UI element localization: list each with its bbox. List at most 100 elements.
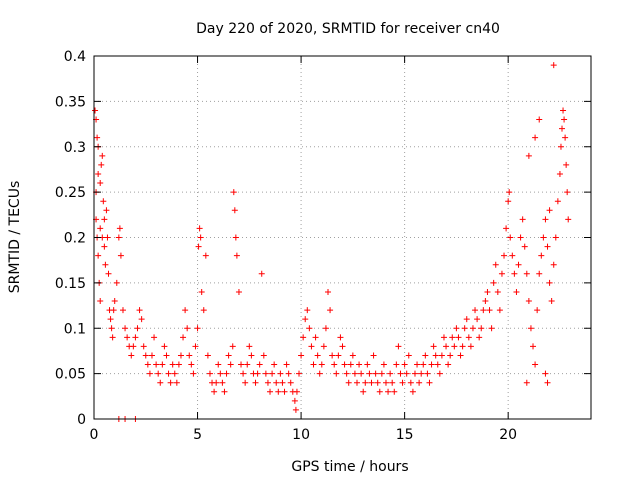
data-point	[554, 198, 561, 205]
data-point	[447, 352, 454, 359]
data-point	[293, 388, 300, 395]
data-point	[546, 207, 553, 214]
data-point	[92, 107, 99, 114]
data-point	[405, 352, 412, 359]
data-point	[517, 234, 524, 241]
y-axis-label: SRMTID / TECUs	[7, 181, 23, 294]
data-point	[484, 288, 491, 295]
data-point	[240, 370, 247, 377]
data-point	[101, 243, 108, 250]
data-point	[498, 270, 505, 277]
x-axis-label: GPS time / hours	[291, 459, 408, 475]
data-point	[262, 370, 269, 377]
data-point	[117, 252, 124, 259]
data-point	[474, 316, 481, 323]
data-point	[416, 379, 423, 386]
y-tick-label: 0.15	[55, 276, 86, 292]
data-point	[132, 334, 139, 341]
data-point	[459, 343, 466, 350]
data-point	[248, 352, 255, 359]
data-point	[298, 352, 305, 359]
data-point	[552, 234, 559, 241]
data-point	[389, 379, 396, 386]
data-point	[507, 234, 514, 241]
data-point	[480, 307, 487, 314]
data-point	[511, 270, 518, 277]
data-point	[463, 316, 470, 323]
data-point	[451, 343, 458, 350]
data-point	[469, 325, 476, 332]
data-point	[490, 279, 497, 286]
data-point	[260, 352, 267, 359]
data-point	[351, 370, 358, 377]
y-tick-label: 0	[77, 412, 86, 428]
data-point	[478, 325, 485, 332]
data-point	[287, 379, 294, 386]
data-point	[188, 361, 195, 368]
data-point	[455, 334, 462, 341]
data-point	[153, 361, 160, 368]
data-point	[411, 370, 418, 377]
data-point	[269, 370, 276, 377]
data-point	[151, 334, 158, 341]
data-point	[536, 270, 543, 277]
data-point	[312, 334, 319, 341]
data-point	[457, 352, 464, 359]
data-point	[258, 270, 265, 277]
data-point	[525, 298, 532, 305]
data-point	[101, 216, 108, 223]
data-point	[196, 225, 203, 232]
data-point	[482, 298, 489, 305]
data-point	[227, 361, 234, 368]
data-point	[292, 406, 299, 413]
data-point	[488, 325, 495, 332]
data-point	[368, 379, 375, 386]
data-point	[94, 134, 101, 141]
data-point	[99, 152, 106, 159]
data-point	[546, 279, 553, 286]
data-point	[393, 361, 400, 368]
data-point	[244, 361, 251, 368]
data-point	[534, 307, 541, 314]
data-point	[98, 161, 105, 168]
data-point	[204, 352, 211, 359]
data-point	[235, 288, 242, 295]
data-point	[175, 361, 182, 368]
data-point	[486, 307, 493, 314]
data-point	[115, 234, 122, 241]
data-point	[302, 316, 309, 323]
y-tick-label: 0.1	[64, 321, 86, 337]
data-point	[97, 180, 104, 187]
data-point	[225, 352, 232, 359]
data-point	[331, 361, 338, 368]
data-point	[422, 352, 429, 359]
data-point	[465, 334, 472, 341]
data-point	[420, 361, 427, 368]
data-point	[418, 370, 425, 377]
data-point	[548, 298, 555, 305]
data-point	[198, 288, 205, 295]
data-point	[550, 62, 557, 69]
data-point	[360, 388, 367, 395]
data-point	[105, 270, 112, 277]
data-point	[231, 207, 238, 214]
data-point	[197, 234, 204, 241]
data-point	[100, 198, 107, 205]
data-point	[267, 388, 274, 395]
data-point	[134, 325, 141, 332]
data-point	[515, 261, 522, 268]
data-point	[461, 325, 468, 332]
data-point	[124, 334, 131, 341]
data-point	[505, 198, 512, 205]
data-point	[194, 325, 201, 332]
data-point	[424, 370, 431, 377]
data-point	[494, 288, 501, 295]
data-point	[109, 334, 116, 341]
data-point	[503, 225, 510, 232]
data-point	[146, 370, 153, 377]
data-point	[395, 343, 402, 350]
data-point	[430, 343, 437, 350]
data-point	[561, 116, 568, 123]
x-tick-labels: 0 5 10 15 20	[90, 427, 518, 443]
data-point	[148, 352, 155, 359]
